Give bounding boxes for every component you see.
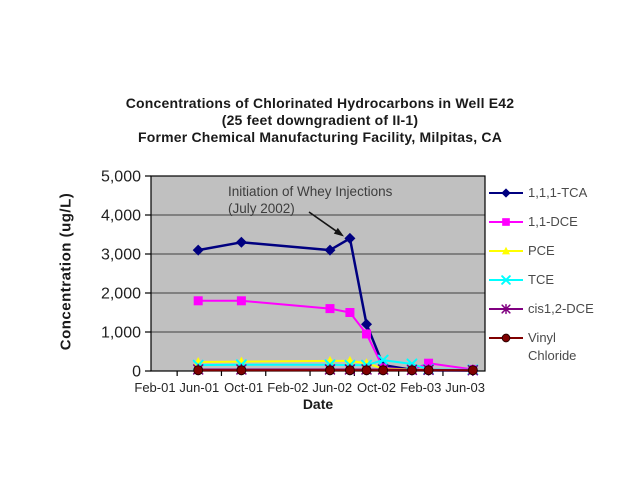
legend: 1,1,1-TCA 1,1-DCE PCE TCE cis1,2-DCE Vinyl Ch… — [489, 184, 639, 376]
asterisk-marker-icon — [501, 303, 511, 315]
square-marker-icon — [193, 296, 203, 306]
circle-marker-icon — [406, 365, 417, 376]
annotation-line2: (July 2002) — [228, 201, 295, 216]
square-marker-icon — [325, 304, 335, 314]
x-axis-title: Date — [302, 396, 334, 412]
chart-title-line3: Former Chemical Manufacturing Facility, … — [137, 129, 503, 145]
legend-item-label: Vinyl Chloride — [528, 330, 577, 363]
legend-item-label: 1,1,1-TCA — [528, 185, 588, 200]
legend-item-label: PCE — [528, 243, 555, 258]
square-marker-icon — [502, 218, 510, 226]
legend-marker-icon — [489, 218, 523, 226]
y-tick-label: 1,000 — [101, 325, 141, 342]
y-tick-label: 2,000 — [101, 286, 141, 303]
diamond-marker-icon — [361, 318, 373, 330]
y-tick-label: 3,000 — [101, 247, 141, 264]
legend-item-label: TCE — [528, 272, 554, 287]
series-Vinyl Chloride — [193, 365, 478, 376]
diamond-marker-icon — [344, 232, 356, 244]
chart-title: Concentrations of Chlorinated Hydrocarbo… — [0, 95, 640, 146]
diamond-marker-icon — [324, 244, 336, 256]
square-marker-icon — [362, 329, 372, 339]
diamond-marker-icon — [235, 236, 247, 248]
x-marker-icon — [501, 275, 511, 285]
x-tick-label: Feb-01 — [134, 380, 175, 395]
x-tick-label: Oct-02 — [357, 380, 396, 395]
annotation-arrow-line — [308, 211, 338, 233]
circle-marker-icon — [324, 365, 335, 376]
chart-title-line1: Concentrations of Chlorinated Hydrocarbo… — [125, 95, 515, 111]
x-tick-label: Jun-02 — [312, 380, 352, 395]
circle-marker-icon — [361, 365, 372, 376]
square-marker-icon — [345, 308, 355, 317]
legend-marker-icon — [489, 188, 523, 198]
y-tick-label: 0 — [132, 364, 141, 381]
x-tick-label: Feb-02 — [267, 380, 308, 395]
circle-marker-icon — [378, 365, 389, 376]
annotation: Initiation of Whey Injections (July 2002) — [228, 184, 393, 237]
legend-item: Vinyl Chloride — [489, 329, 639, 365]
diamond-marker-icon — [192, 244, 204, 256]
y-axis: 0 1,000 2,000 3,000 4,000 5,000 — [101, 169, 151, 381]
x-tick-label: Oct-01 — [224, 380, 263, 395]
x-marker-icon — [377, 354, 389, 366]
circle-marker-icon — [501, 333, 511, 343]
legend-marker-icon — [489, 246, 523, 255]
circle-marker-icon — [344, 365, 355, 376]
legend-item: 1,1-DCE — [489, 213, 639, 231]
legend-item-label: cis1,2-DCE — [528, 301, 594, 316]
circle-marker-icon — [193, 365, 204, 376]
legend-marker-icon — [489, 275, 523, 285]
legend-item: TCE — [489, 271, 639, 289]
y-tick-label: 4,000 — [101, 208, 141, 225]
chart-title-line2: (25 feet downgradient of II-1) — [221, 112, 419, 128]
x-tick-label: Feb-03 — [400, 380, 441, 395]
triangle-marker-icon — [501, 246, 511, 255]
y-tick-label: 5,000 — [101, 169, 141, 186]
legend-item: PCE — [489, 242, 639, 260]
annotation-arrowhead-icon — [333, 227, 344, 237]
legend-item: cis1,2-DCE — [489, 300, 639, 318]
legend-marker-icon — [489, 333, 523, 343]
circle-marker-icon — [236, 365, 247, 376]
square-marker-icon — [424, 358, 434, 368]
legend-marker-icon — [489, 303, 523, 315]
annotation-line1: Initiation of Whey Injections — [228, 184, 393, 199]
x-tick-label: Jun-03 — [445, 380, 485, 395]
square-marker-icon — [236, 296, 246, 306]
legend-item: 1,1,1-TCA — [489, 184, 639, 202]
circle-marker-icon — [423, 365, 434, 376]
x-axis: Feb-01 Jun-01 Oct-01 Feb-02 Jun-02 Oct-02 Feb-… — [134, 371, 485, 395]
plot-background — [151, 176, 485, 371]
legend-item-label: 1,1-DCE — [528, 214, 578, 229]
x-tick-label: Jun-01 — [179, 380, 219, 395]
diamond-marker-icon — [501, 188, 511, 198]
circle-marker-icon — [467, 365, 478, 376]
